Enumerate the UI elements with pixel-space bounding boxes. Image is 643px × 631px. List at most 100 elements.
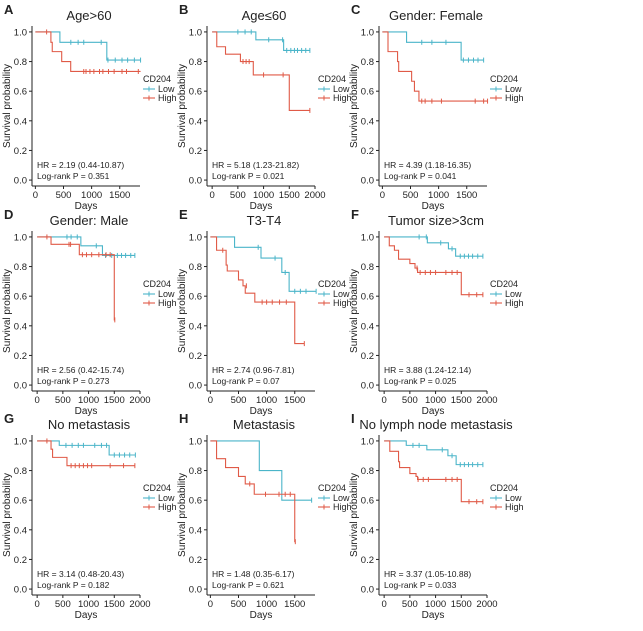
y-tick-label: 1.0 <box>189 232 202 243</box>
x-tick-label: 1000 <box>425 599 446 610</box>
y-axis-label: Survival probability <box>2 473 13 557</box>
panel-title: Gender: Female <box>389 8 483 23</box>
legend-label-low: Low <box>333 493 350 503</box>
y-tick-label: 0.6 <box>361 292 374 303</box>
x-axis-label: Days <box>250 610 273 621</box>
x-tick-label: 500 <box>55 395 71 406</box>
y-tick-label: 0.0 <box>189 381 202 392</box>
y-tick-label: 0.8 <box>361 57 374 68</box>
km-curve-high <box>382 31 488 102</box>
y-tick-label: 0.8 <box>361 262 374 273</box>
log-rank-p-text: Log-rank P = 0.621 <box>212 580 285 590</box>
x-axis-label: Days <box>422 406 445 417</box>
x-tick-label: 1000 <box>256 395 277 406</box>
km-curve-low <box>37 440 136 456</box>
y-axis-label: Survival probability <box>349 64 360 148</box>
panel-title: No lymph node metastasis <box>359 417 513 432</box>
panel-g: G No metastasis 0.0 0.2 0.4 0.6 0.8 1.0 0 500 1000… <box>2 411 177 621</box>
x-axis-label: Days <box>75 201 98 212</box>
y-tick-label: 1.0 <box>189 27 202 38</box>
y-tick-label: 0.2 <box>361 351 374 362</box>
x-tick-label: 0 <box>208 395 213 406</box>
y-tick-label: 1.0 <box>14 27 27 38</box>
log-rank-p-text: Log-rank P = 0.273 <box>37 376 110 386</box>
hazard-ratio-text: HR = 2.19 (0.44-10.87) <box>37 160 124 170</box>
km-curve-high <box>384 236 483 296</box>
km-curve-high <box>210 236 305 345</box>
log-rank-p-text: Log-rank P = 0.033 <box>384 580 457 590</box>
panel-letter: F <box>351 207 359 222</box>
x-tick-label: 1500 <box>451 599 472 610</box>
hazard-ratio-text: HR = 3.14 (0.48-20.43) <box>37 569 124 579</box>
y-tick-label: 0.0 <box>361 585 374 596</box>
panel-f: F Tumor size>3cm 0.0 0.2 0.4 0.6 0.8 1.0 0 500 100… <box>349 207 524 417</box>
x-tick-label: 2000 <box>476 599 497 610</box>
y-tick-label: 0.0 <box>361 381 374 392</box>
x-tick-label: 500 <box>56 190 72 201</box>
hazard-ratio-text: HR = 3.88 (1.24-12.14) <box>384 365 471 375</box>
y-axis-label: Survival probability <box>349 473 360 557</box>
panel-letter: I <box>351 411 355 426</box>
x-tick-label: 500 <box>231 395 247 406</box>
panel-e: E T3-T4 0.0 0.2 0.4 0.6 0.8 1.0 0 500 1000 1500 Days… <box>177 207 352 417</box>
y-tick-label: 0.6 <box>189 496 202 507</box>
y-tick-label: 0.4 <box>189 525 202 536</box>
panel-letter: A <box>4 2 14 17</box>
y-tick-label: 0.2 <box>14 146 27 157</box>
y-tick-label: 0.0 <box>361 176 374 187</box>
y-tick-label: 1.0 <box>189 436 202 447</box>
x-tick-label: 0 <box>209 190 214 201</box>
y-tick-label: 0.8 <box>189 262 202 273</box>
y-tick-label: 0.0 <box>14 381 27 392</box>
legend-label-high: High <box>158 93 177 103</box>
panel-title: Gender: Male <box>50 213 129 228</box>
y-tick-label: 0.6 <box>361 87 374 98</box>
km-curve-high <box>37 440 135 467</box>
legend-label-high: High <box>158 502 177 512</box>
x-tick-label: 2000 <box>304 190 325 201</box>
y-tick-label: 0.0 <box>189 176 202 187</box>
legend-title: CD204 <box>318 74 346 84</box>
y-tick-label: 1.0 <box>14 436 27 447</box>
x-tick-label: 0 <box>381 599 386 610</box>
log-rank-p-text: Log-rank P = 0.07 <box>212 376 280 386</box>
x-tick-label: 1000 <box>78 395 99 406</box>
y-tick-label: 0.4 <box>189 116 202 127</box>
y-tick-label: 0.4 <box>361 116 374 127</box>
x-tick-label: 0 <box>208 599 213 610</box>
legend-title: CD204 <box>490 279 518 289</box>
y-tick-label: 0.0 <box>14 585 27 596</box>
km-curve-low <box>384 236 483 257</box>
panel-b: B Age≤60 0.0 0.2 0.4 0.6 0.8 1.0 0 500 1000 1500 200… <box>177 2 352 212</box>
x-tick-label: 1500 <box>284 599 305 610</box>
y-tick-label: 0.6 <box>14 292 27 303</box>
x-tick-label: 0 <box>34 599 39 610</box>
y-tick-label: 0.2 <box>14 351 27 362</box>
x-tick-label: 2000 <box>129 599 150 610</box>
y-tick-label: 0.0 <box>189 585 202 596</box>
y-tick-label: 0.4 <box>361 525 374 536</box>
x-axis-label: Days <box>422 201 445 212</box>
legend-title: CD204 <box>318 279 346 289</box>
x-axis-label: Days <box>75 610 98 621</box>
y-axis-label: Survival probability <box>2 64 13 148</box>
y-tick-label: 0.4 <box>14 525 27 536</box>
y-tick-label: 0.4 <box>361 321 374 332</box>
km-curve-low <box>210 236 317 292</box>
legend-label-low: Low <box>333 289 350 299</box>
legend-label-low: Low <box>333 84 350 94</box>
x-tick-label: 0 <box>381 395 386 406</box>
legend-title: CD204 <box>143 483 171 493</box>
x-tick-label: 1000 <box>78 599 99 610</box>
legend-label-low: Low <box>158 493 175 503</box>
panel-title: T3-T4 <box>247 213 282 228</box>
y-tick-label: 0.8 <box>14 262 27 273</box>
y-tick-label: 1.0 <box>14 232 27 243</box>
x-tick-label: 500 <box>402 599 418 610</box>
y-axis-label: Survival probability <box>177 473 188 557</box>
x-tick-label: 500 <box>402 395 418 406</box>
legend-title: CD204 <box>143 279 171 289</box>
y-tick-label: 0.8 <box>14 57 27 68</box>
y-tick-label: 0.6 <box>189 292 202 303</box>
legend-title: CD204 <box>143 74 171 84</box>
